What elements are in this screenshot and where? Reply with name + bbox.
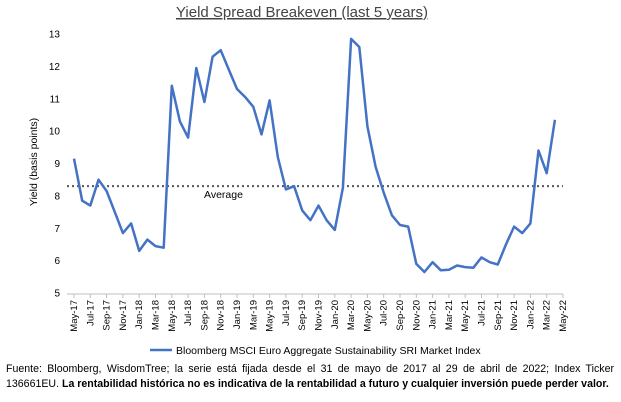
y-tick-label: 11 [50,94,61,105]
x-tick-label: Jul-17 [85,300,96,326]
y-tick-label: 5 [54,289,60,300]
x-tick-label: Jan-22 [525,300,536,329]
average-label: Average [204,189,243,201]
x-tick-label: Nov-21 [509,300,520,331]
y-axis-ticks: 5 6 7 8 9 10 11 12 13 [49,30,61,300]
x-tick-label: Mar-18 [151,300,162,330]
x-tick-label: Nov-19 [314,300,325,331]
x-tick-label: May-17 [69,300,80,332]
x-tick-label: Nov-18 [216,300,227,331]
y-tick-label: 9 [54,159,60,170]
x-tick-label: Mar-19 [248,300,259,330]
x-tick-label: Nov-17 [118,300,129,331]
y-tick-label: 13 [49,30,61,41]
x-tick-label: Sep-20 [395,300,406,331]
x-tick-label: Jan-21 [428,300,439,329]
y-tick-label: 6 [54,256,60,267]
y-tick-label: 8 [54,191,60,202]
x-tick-label: May-21 [460,300,471,332]
y-tick-label: 12 [49,62,61,73]
y-tick-label: 7 [54,224,60,235]
source-caption: Fuente: Bloomberg, WisdomTree; la serie … [6,362,614,392]
x-tick-label: Sep-21 [493,300,504,331]
x-tick-label: May-22 [558,300,569,332]
caption-disclaimer: La rentabilidad histórica no es indicati… [61,378,609,390]
series-line [72,37,557,274]
y-axis-label: Yield (basis points) [28,118,40,206]
x-axis-ticks: May-17 Jul-17 Sep-17 Nov-17 Jan-18 Mar-18 May-… [69,294,569,332]
y-tick-label: 10 [49,127,61,138]
chart: Yield Spread Breakeven (last 5 years) Yi… [28,4,569,357]
x-tick-label: Jul-19 [281,300,292,326]
chart-title: Yield Spread Breakeven (last 5 years) [176,4,428,21]
x-tick-label: Mar-20 [346,300,357,330]
x-tick-label: Jul-21 [477,300,488,326]
legend-label: Bloomberg MSCI Euro Aggregate Sustainabi… [176,345,481,357]
x-tick-label: Jul-18 [183,300,194,326]
x-tick-label: Jan-19 [232,300,243,329]
x-tick-label: Sep-18 [199,300,210,331]
x-tick-label: Jan-20 [330,300,341,329]
x-tick-label: May-19 [265,300,276,332]
x-tick-label: Jul-20 [379,300,390,326]
legend: Bloomberg MSCI Euro Aggregate Sustainabi… [150,345,481,357]
x-tick-label: Mar-21 [444,300,455,330]
caption-source-text: Fuente: Bloomberg, WisdomTree; la serie … [6,363,614,390]
x-tick-label: Nov-20 [411,300,422,331]
x-tick-label: May-20 [362,300,373,332]
x-tick-label: Sep-19 [297,300,308,331]
x-tick-label: Mar-22 [542,300,553,330]
x-tick-label: Jan-18 [134,300,145,329]
x-tick-label: Sep-17 [102,300,113,331]
x-tick-label: May-18 [167,300,178,332]
